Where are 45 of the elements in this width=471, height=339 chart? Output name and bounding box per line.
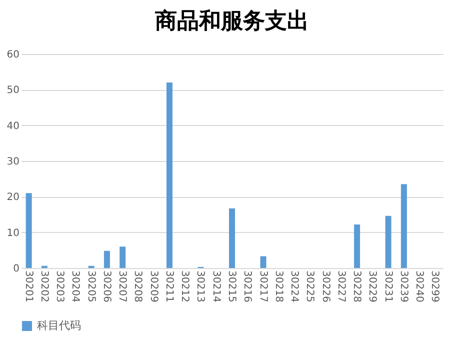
x-tick-label: 30239 bbox=[398, 270, 409, 302]
x-tick-label: 30225 bbox=[304, 270, 316, 302]
x-tick-label: 30209 bbox=[148, 270, 159, 302]
bar bbox=[354, 224, 360, 268]
x-tick-label: 30201 bbox=[22, 270, 34, 302]
x-tick-label: 30202 bbox=[38, 270, 50, 302]
y-tick-label: 10 bbox=[6, 228, 20, 239]
chart-title: 商品和服务支出 bbox=[154, 8, 309, 34]
bar bbox=[400, 184, 407, 268]
x-tick-label: 30217 bbox=[257, 270, 268, 302]
bar bbox=[26, 193, 32, 268]
x-tick-label: 30215 bbox=[226, 270, 237, 302]
x-tick-label: 30216 bbox=[242, 270, 253, 302]
legend-label: 科目代码 bbox=[37, 319, 81, 332]
x-tick-label: 30205 bbox=[85, 270, 96, 302]
y-tick-label: 20 bbox=[6, 192, 20, 204]
bar bbox=[166, 82, 172, 268]
x-tick-label: 30212 bbox=[179, 270, 190, 302]
y-tick-label: 50 bbox=[6, 85, 20, 96]
bar bbox=[104, 250, 110, 268]
x-tick-label: 30218 bbox=[272, 270, 284, 302]
x-tick-label: 30299 bbox=[429, 270, 440, 302]
x-tick-label: 30211 bbox=[163, 270, 174, 302]
x-tick-label: 30228 bbox=[351, 270, 362, 302]
x-tick-label: 30229 bbox=[366, 270, 378, 302]
bar bbox=[385, 216, 392, 268]
x-tick-label: 30203 bbox=[54, 270, 66, 302]
y-tick-label: 60 bbox=[6, 50, 20, 60]
x-tick-label: 30214 bbox=[210, 270, 222, 302]
y-tick-label: 0 bbox=[13, 264, 20, 274]
x-tick-label: 30208 bbox=[132, 270, 144, 302]
x-tick-label: 30227 bbox=[335, 270, 346, 302]
bar bbox=[260, 256, 266, 268]
y-tick-label: 30 bbox=[6, 156, 20, 168]
x-tick-label: 30226 bbox=[320, 270, 331, 302]
bar bbox=[229, 208, 235, 268]
y-tick-label: 40 bbox=[6, 120, 20, 132]
x-tick-label: 30213 bbox=[194, 270, 206, 302]
bar bbox=[120, 246, 126, 268]
x-tick-label: 30224 bbox=[288, 270, 300, 302]
x-tick-label: 30240 bbox=[414, 270, 425, 302]
x-tick-label: 30206 bbox=[100, 270, 112, 302]
x-tick-label: 30207 bbox=[116, 270, 128, 302]
x-tick-label: 30204 bbox=[70, 270, 81, 302]
x-tick-label: 30231 bbox=[382, 270, 394, 302]
